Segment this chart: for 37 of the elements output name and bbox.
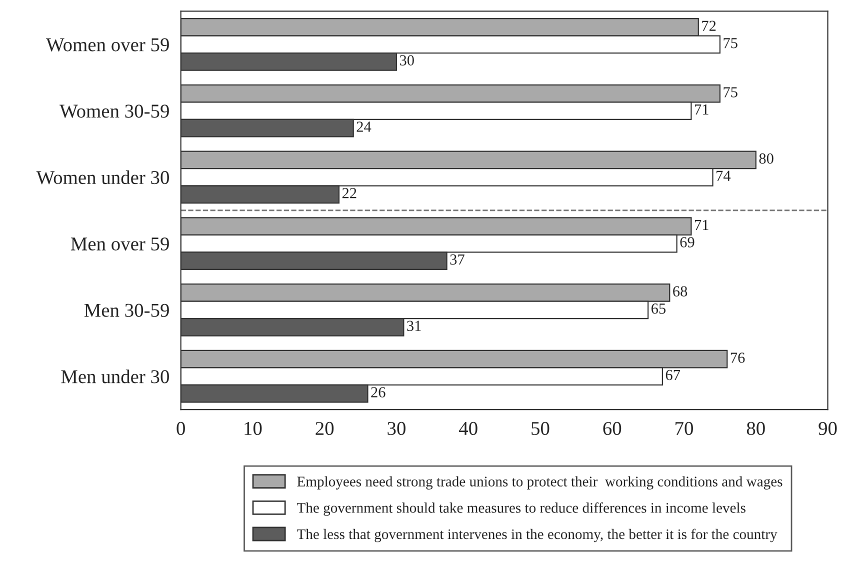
data-label: 68: [673, 286, 688, 297]
x-tick-label: 50: [532, 422, 550, 436]
y-tick-label: Women 30-59: [60, 104, 169, 118]
x-tick-label: 60: [603, 422, 622, 436]
data-label: 31: [407, 320, 421, 332]
data-label: 72: [702, 20, 716, 31]
data-label: 22: [342, 188, 356, 198]
data-label: 71: [694, 220, 708, 230]
y-tick-label: Men 30-59: [84, 304, 169, 317]
x-tick-label: 80: [746, 422, 765, 436]
legend-label: The government should take measures to reduce differences in income levels: [297, 502, 746, 516]
y-tick-label: Men under 30: [61, 370, 169, 384]
y-tick-label: Women under 30: [36, 170, 169, 184]
data-label: 75: [724, 87, 738, 98]
data-label: 71: [694, 104, 708, 114]
data-label: 80: [759, 153, 774, 164]
data-label: 75: [724, 38, 738, 48]
data-label: 30: [400, 55, 414, 66]
data-label: 67: [666, 370, 680, 380]
x-tick-label: 70: [676, 422, 693, 436]
legend-label: The less that government intervenes in the economy, the better it is for the country: [297, 528, 778, 542]
legend-label: Employees need strong trade unions to protect their working conditions and wages: [297, 476, 782, 490]
data-label: 65: [652, 304, 666, 314]
data-label: 37: [450, 254, 464, 265]
x-tick-label: 40: [459, 422, 478, 436]
x-tick-label: 10: [244, 422, 262, 436]
x-tick-label: 30: [388, 422, 406, 436]
data-label: 76: [730, 352, 745, 363]
y-tick-label: Women over 59: [46, 38, 169, 52]
x-tick-label: 20: [316, 422, 334, 436]
data-label: 26: [371, 387, 386, 398]
x-tick-label: 0: [176, 422, 185, 436]
x-tick-label: 90: [818, 422, 837, 436]
y-tick-label: Men over 59: [70, 237, 169, 251]
data-label: 69: [680, 237, 694, 248]
data-label: 24: [356, 122, 372, 132]
data-label: 74: [716, 170, 731, 181]
